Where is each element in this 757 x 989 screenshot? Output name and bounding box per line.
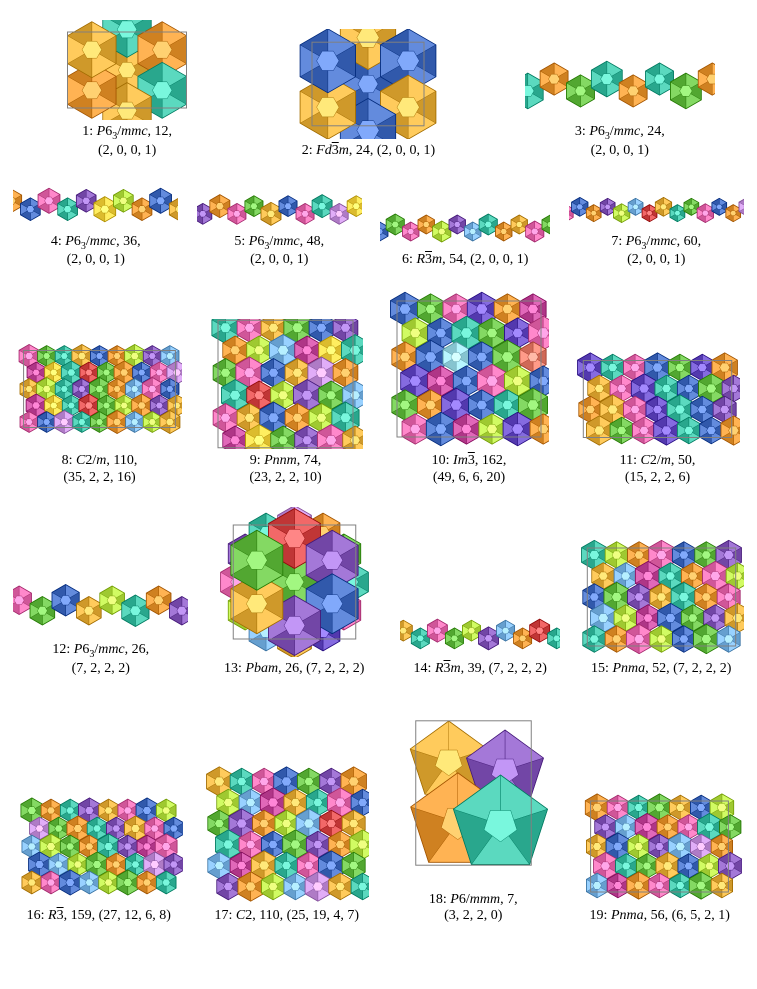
figure-cell: 18: P6/mmm, 7,(3, 2, 2, 0)poly_cluster [391, 698, 556, 926]
caption: 5: P63/mmc, 48,(2, 0, 0, 1) [234, 234, 324, 270]
figure-cell: 12: P63/mmc, 26,(7, 2, 2, 2)poly_strip [13, 573, 188, 678]
structure-illustration [575, 349, 740, 449]
structure-illustration [380, 208, 550, 248]
figure-cell: 13: Pbam, 26, (7, 2, 2, 2)poly_cluster [207, 507, 382, 678]
structure-illustration [42, 20, 212, 120]
structure-illustration [577, 789, 742, 904]
caption: 10: Im3, 162,(49, 6, 6, 20) [432, 453, 507, 487]
caption: 14: R3m, 39, (7, 2, 2, 2) [414, 661, 547, 678]
figure-cell: 16: R3, 159, (27, 12, 6, 8)poly_grid [15, 789, 183, 925]
figure-cell: 5: P63/mmc, 48,(2, 0, 0, 1)poly_strip [197, 190, 362, 270]
figure-row: 16: R3, 159, (27, 12, 6, 8)poly_grid17: … [8, 698, 749, 926]
caption: 3: P63/mmc, 24,(2, 0, 0, 1) [575, 124, 665, 160]
figure-cell: 17: C2, 110, (25, 19, 4, 7)poly_grid [204, 764, 369, 925]
caption: 9: Pnnm, 74,(23, 2, 2, 10) [249, 453, 321, 487]
figure-row: 12: P63/mmc, 26,(7, 2, 2, 2)poly_strip13… [8, 507, 749, 678]
caption: 2: Fd3m, 24, (2, 0, 0, 1) [302, 143, 435, 160]
caption: 12: P63/mmc, 26,(7, 2, 2, 2) [52, 642, 149, 678]
caption: 17: C2, 110, (25, 19, 4, 7) [214, 908, 359, 925]
figure-cell: 15: Pnma, 52, (7, 2, 2, 2)poly_grid [579, 537, 744, 678]
figure-cell: 4: P63/mmc, 36,(2, 0, 0, 1)poly_strip [13, 180, 178, 270]
figure-cell: 19: Pnma, 56, (6, 5, 2, 1)poly_grid [577, 789, 742, 925]
caption: 18: P6/mmm, 7,(3, 2, 2, 0) [429, 892, 518, 926]
figure-cell: 1: P63/mmc, 12,(2, 0, 0, 1)poly_cluster [42, 20, 212, 160]
figure-row: 1: P63/mmc, 12,(2, 0, 0, 1)poly_cluster 2… [8, 20, 749, 160]
caption: 6: R3m, 54, (2, 0, 0, 1) [402, 252, 528, 269]
caption: 7: P63/mmc, 60,(2, 0, 0, 1) [611, 234, 701, 270]
structure-illustration [389, 289, 549, 449]
caption: 15: Pnma, 52, (7, 2, 2, 2) [591, 661, 731, 678]
structure-illustration [569, 190, 744, 230]
structure-illustration [579, 537, 744, 657]
figure-row: 8: C2/m, 110,(35, 2, 2, 16)poly_grid9: P… [8, 289, 749, 487]
figure-cell: 10: Im3, 162,(49, 6, 6, 20)poly_grid [389, 289, 549, 487]
figure-cell: 8: C2/m, 110,(35, 2, 2, 16)poly_grid [17, 329, 182, 487]
caption: 1: P63/mmc, 12,(2, 0, 0, 1) [82, 124, 172, 160]
caption: 8: C2/m, 110,(35, 2, 2, 16) [62, 453, 138, 487]
structure-illustration [197, 190, 362, 230]
figure-cell: 6: R3m, 54, (2, 0, 0, 1)poly_strip [380, 208, 550, 269]
caption: 11: C2/m, 50,(15, 2, 2, 6) [620, 453, 696, 487]
figure-cell: 9: Pnnm, 74,(23, 2, 2, 10)poly_grid [208, 319, 363, 487]
caption: 13: Pbam, 26, (7, 2, 2, 2) [224, 661, 364, 678]
figure-cell: 11: C2/m, 50,(15, 2, 2, 6)poly_grid [575, 349, 740, 487]
figure-cell: 3: P63/mmc, 24,(2, 0, 0, 1)poly_strip [525, 50, 715, 160]
caption: 19: Pnma, 56, (6, 5, 2, 1) [590, 908, 730, 925]
structure-illustration [288, 29, 448, 139]
figure-cell: 2: Fd3m, 24, (2, 0, 0, 1)poly_cluster [288, 29, 448, 160]
figure-cell: 14: R3m, 39, (7, 2, 2, 2)poly_strip [400, 612, 560, 678]
structure-illustration [525, 50, 715, 120]
structure-illustration [13, 573, 188, 638]
structure-illustration [13, 180, 178, 230]
structure-illustration [208, 319, 363, 449]
structure-illustration [207, 507, 382, 657]
caption: 4: P63/mmc, 36,(2, 0, 0, 1) [51, 234, 141, 270]
structure-illustration [400, 612, 560, 657]
figure-cell: 7: P63/mmc, 60,(2, 0, 0, 1)poly_strip [569, 190, 744, 270]
structure-illustration [204, 764, 369, 904]
structure-illustration [15, 789, 183, 904]
figure-row: 4: P63/mmc, 36,(2, 0, 0, 1)poly_strip5: … [8, 180, 749, 270]
caption: 16: R3, 159, (27, 12, 6, 8) [27, 908, 171, 925]
structure-illustration [391, 698, 556, 888]
structure-illustration [17, 329, 182, 449]
